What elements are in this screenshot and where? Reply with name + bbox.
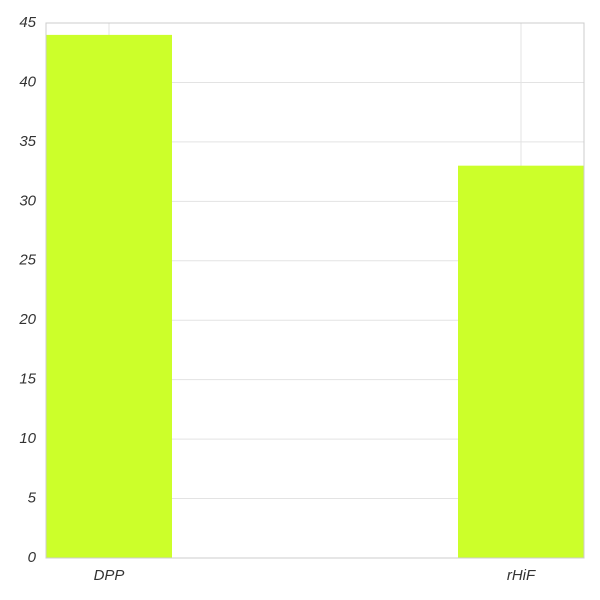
- y-tick-label: 20: [18, 311, 36, 328]
- x-tick-label: DPP: [94, 567, 125, 584]
- y-tick-label: 45: [19, 14, 36, 31]
- y-tick-label: 5: [28, 490, 37, 507]
- y-tick-label: 30: [19, 192, 36, 209]
- y-tick-label: 15: [19, 371, 36, 388]
- y-tick-label: 10: [19, 430, 36, 447]
- y-axis-tick-labels: 0 5 10 15 20 25 30 35 40 45: [18, 14, 36, 566]
- y-tick-label: 40: [19, 73, 36, 90]
- bar: [458, 165, 584, 558]
- y-tick-label: 0: [28, 549, 37, 566]
- x-axis-tick-labels: DPP rHiF: [94, 567, 536, 584]
- bar: [46, 34, 172, 558]
- y-tick-label: 25: [18, 252, 36, 269]
- bars: [46, 34, 584, 558]
- plot-area-frame: [45, 22, 585, 559]
- x-tick-label: rHiF: [507, 567, 536, 584]
- y-tick-label: 35: [19, 133, 36, 150]
